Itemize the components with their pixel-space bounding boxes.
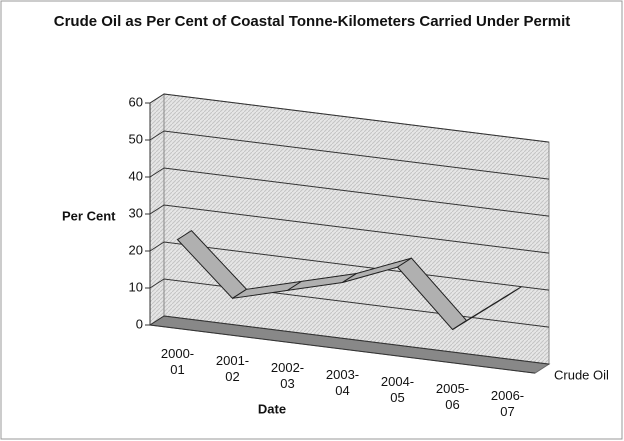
chart-title: Crude Oil as Per Cent of Coastal Tonne-K… [54,13,571,30]
grid-line [149,167,550,217]
grid-line [149,315,550,365]
y-tick-label: 10 [129,279,143,294]
line-ribbon [452,286,522,330]
x-axis-title: Date [258,401,286,416]
grid-line [149,130,550,180]
y-tick-label: 50 [129,131,143,146]
y-axis-title: Per Cent [62,208,116,223]
x-tick-label: 2003-04 [325,367,360,399]
legend-label: Crude Oil [554,368,609,383]
x-tick-label: 2004-05 [380,373,415,405]
x-tick-label: 2006-07 [490,387,525,419]
x-tick-label: 2001-02 [215,353,250,385]
y-tick-label: 40 [129,168,143,183]
x-tick-label: 2005-06 [435,380,470,412]
y-tick-label: 20 [129,242,143,257]
x-tick-label: 2002-03 [270,360,305,392]
grid-line [149,93,550,143]
y-tick-label: 0 [136,316,143,331]
y-tick-label: 60 [129,94,143,109]
title-text: Crude Oil as Per Cent of Coastal Tonne-K… [54,13,571,30]
x-axis [149,324,536,374]
x-tick-label: 2000-01 [160,346,195,378]
grid-line [149,204,550,254]
y-tick-label: 30 [129,205,143,220]
grid-line [149,278,550,328]
